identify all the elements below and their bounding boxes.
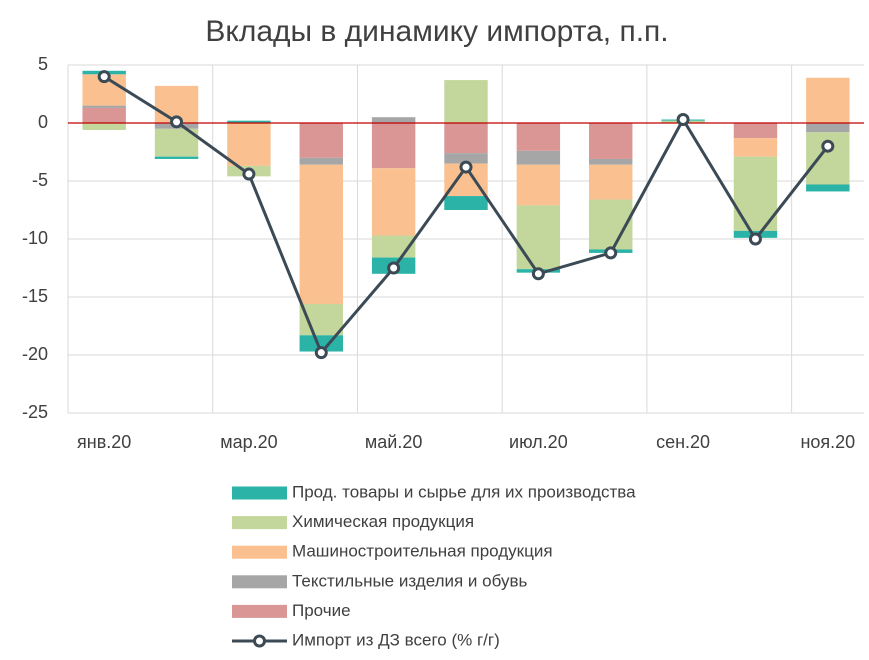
bar [806, 123, 850, 133]
bar [82, 105, 126, 108]
bar [82, 107, 126, 123]
y-tick-label: -20 [22, 344, 48, 364]
bar [227, 120, 271, 123]
y-tick-label: -25 [22, 402, 48, 422]
bar [444, 196, 488, 210]
bar [444, 153, 488, 164]
x-tick-label: сен.20 [656, 432, 710, 452]
bar [371, 117, 416, 123]
bar [227, 123, 271, 166]
bar [154, 156, 199, 159]
bar [516, 123, 561, 151]
bar [733, 123, 778, 139]
legend-label: Прочие [292, 601, 351, 620]
line-marker [97, 70, 111, 84]
bar [299, 157, 343, 165]
bar [299, 164, 343, 304]
legend-swatch [232, 575, 287, 589]
bar [516, 150, 561, 165]
legend-swatch [232, 486, 287, 500]
legend-label: Химическая продукция [292, 512, 474, 531]
line-marker [748, 232, 762, 246]
bar [82, 123, 126, 130]
bar [516, 164, 561, 206]
y-tick-label: -15 [22, 286, 48, 306]
legend-label: Текстильные изделия и обувь [292, 571, 527, 590]
bar [371, 123, 416, 169]
x-tick-label: мар.20 [220, 432, 277, 452]
y-tick-label: -10 [22, 228, 48, 248]
legend-swatch [232, 545, 287, 559]
line-marker [531, 267, 545, 281]
bar [806, 77, 850, 123]
bar [589, 164, 633, 200]
bar [371, 168, 416, 236]
bar [444, 123, 488, 154]
line-marker [821, 139, 835, 153]
legend-label: Импорт из ДЗ всего (% г/г) [292, 630, 500, 649]
line-marker [242, 167, 256, 181]
line-marker [314, 346, 328, 360]
line-marker [170, 115, 184, 129]
y-tick-label: 0 [38, 112, 48, 132]
legend-label: Прод. товары и сырье для их производства [292, 482, 636, 501]
legend-swatch [232, 516, 287, 530]
y-tick-label: -5 [32, 170, 48, 190]
legend-swatch [232, 604, 287, 618]
x-tick-label: май.20 [365, 432, 422, 452]
line-marker [387, 261, 401, 275]
bar [444, 80, 488, 123]
bar [516, 205, 561, 270]
bar [589, 123, 633, 159]
legend-swatch [253, 634, 266, 648]
legend-label: Машиностроительная продукция [292, 542, 553, 561]
bar [299, 123, 343, 158]
line-marker [676, 113, 690, 127]
bar [299, 303, 343, 336]
y-tick-label: 5 [38, 54, 48, 74]
x-tick-label: июл.20 [509, 432, 568, 452]
line-marker [459, 160, 473, 174]
bar [589, 158, 633, 165]
line-marker [604, 246, 618, 260]
bar [806, 184, 850, 192]
x-tick-label: ноя.20 [800, 432, 855, 452]
chart-title: Вклады в динамику импорта, п.п. [205, 15, 668, 48]
x-tick-label: янв.20 [77, 432, 131, 452]
bar [733, 138, 778, 157]
